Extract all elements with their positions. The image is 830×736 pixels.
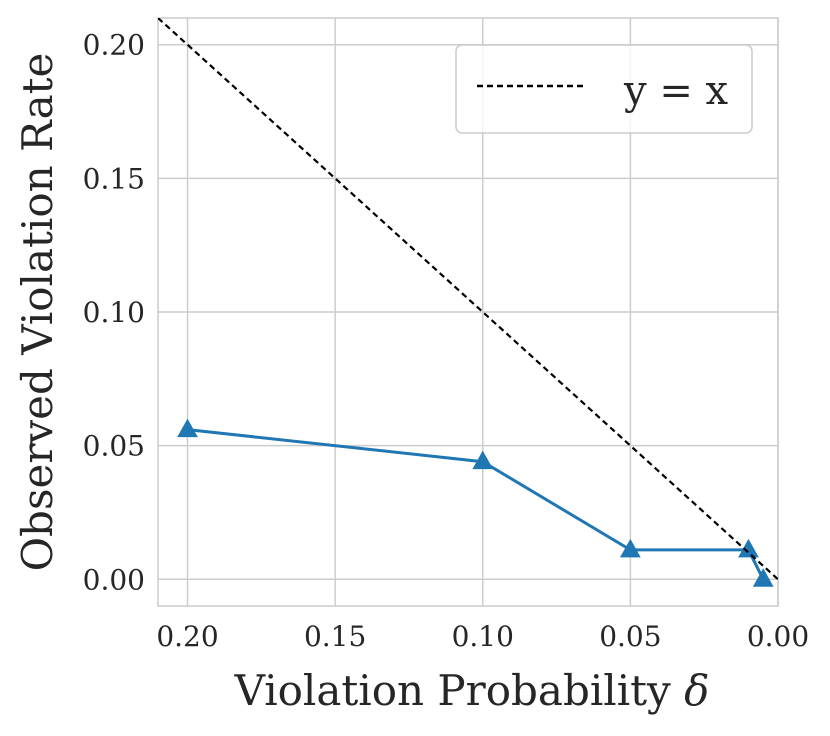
legend-box bbox=[455, 44, 753, 134]
x-tick-labels: 0.20 0.15 0.10 0.05 0.00 bbox=[156, 620, 809, 653]
x-tick-label: 0.20 bbox=[156, 620, 218, 653]
x-tick-label: 0.10 bbox=[452, 620, 514, 653]
x-axis-symbol: δ bbox=[684, 666, 709, 715]
y-tick-labels: 0.00 0.05 0.10 0.15 0.20 bbox=[83, 29, 145, 597]
x-axis-label: Violation Probability δ bbox=[234, 666, 710, 715]
y-tick-label: 0.10 bbox=[83, 296, 145, 329]
y-tick-label: 0.00 bbox=[83, 563, 145, 596]
series-layer bbox=[158, 18, 778, 587]
legend-entry-label: y = x bbox=[623, 68, 729, 114]
x-tick-label: 0.00 bbox=[747, 620, 809, 653]
legend: y = x bbox=[455, 44, 753, 134]
y-tick-label: 0.20 bbox=[83, 29, 145, 62]
x-tick-label: 0.15 bbox=[304, 620, 366, 653]
data-point-marker bbox=[752, 568, 774, 587]
x-tick-label: 0.05 bbox=[599, 620, 661, 653]
y-axis-label: Observed Violation Rate bbox=[13, 53, 62, 572]
plot-frame bbox=[157, 17, 779, 607]
series-line bbox=[187, 428, 765, 580]
data-point-marker bbox=[177, 418, 198, 438]
y-tick-label: 0.05 bbox=[83, 430, 145, 463]
data-point-marker bbox=[472, 450, 494, 470]
data-point-marker bbox=[620, 538, 641, 558]
data-point-marker bbox=[738, 538, 759, 558]
y-tick-label: 0.15 bbox=[83, 162, 145, 195]
